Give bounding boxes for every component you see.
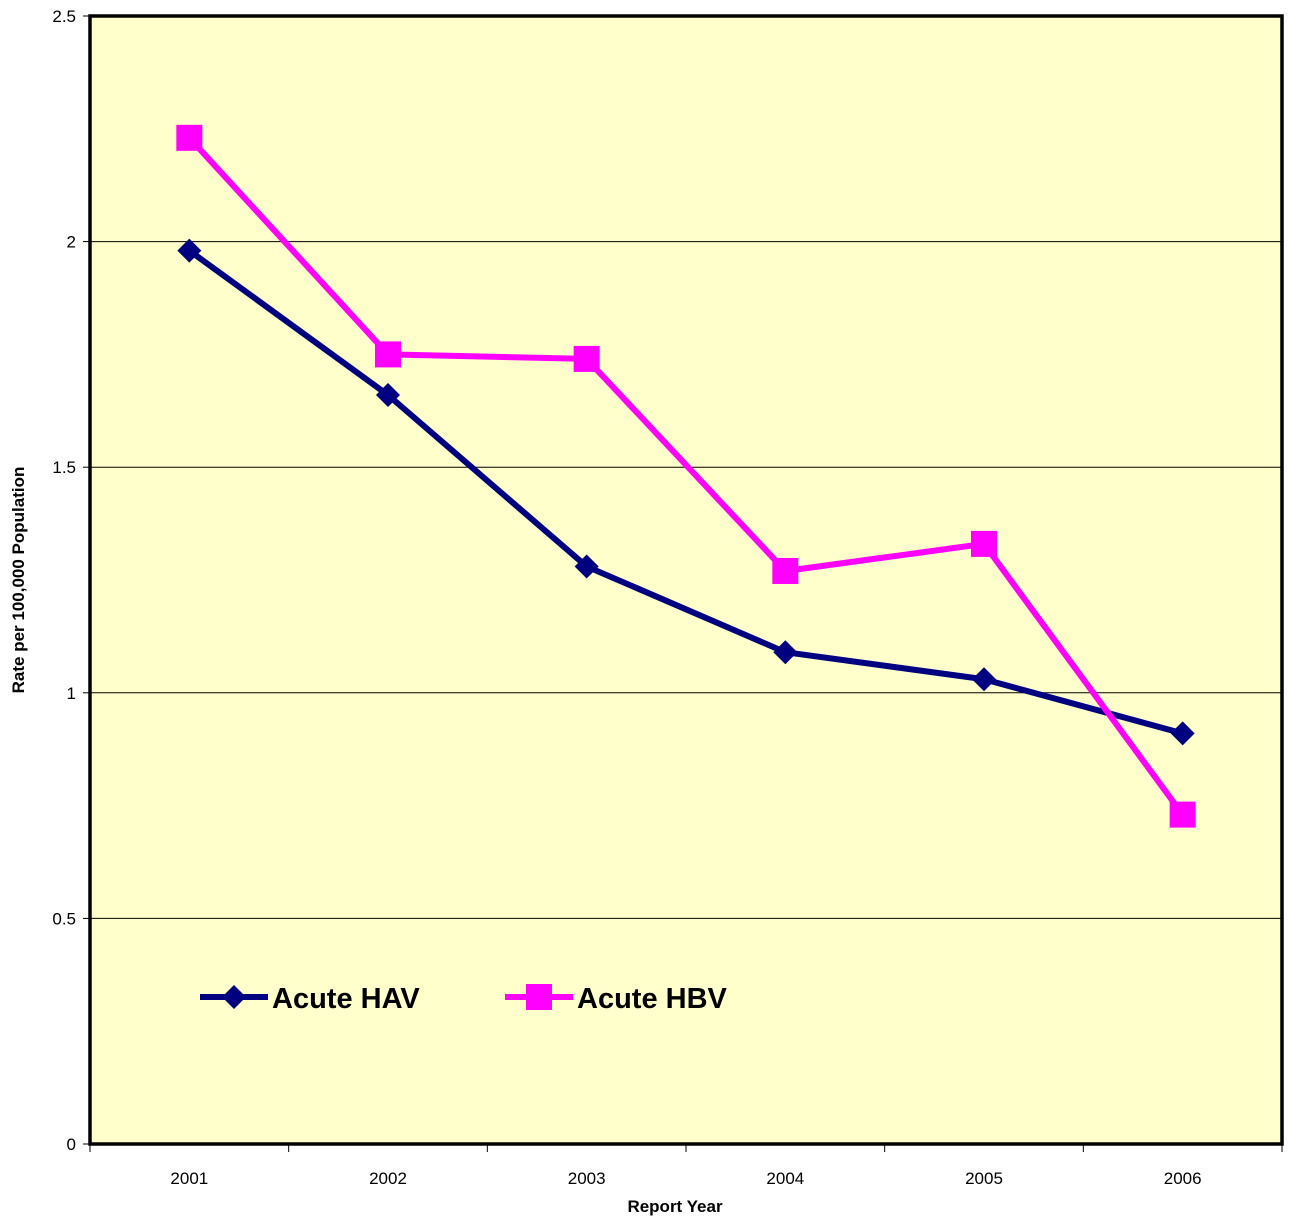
- legend-marker-acute-hav: [222, 985, 246, 1009]
- data-point-acute-hbv: [375, 341, 401, 368]
- series-line-acute-hav: [187, 248, 1184, 737]
- data-point-acute-hav: [1170, 721, 1195, 746]
- y-axis: 0 0.5 1 1.5 2 2.5: [52, 7, 90, 1154]
- legend-marker-acute-hbv: [526, 984, 552, 1010]
- data-point-acute-hbv: [772, 557, 799, 584]
- y-tick-label: 2.5: [52, 7, 76, 26]
- y-tick-label: 2: [67, 233, 76, 252]
- legend: Acute HAV Acute HBV: [200, 983, 728, 1015]
- y-tick-label: 1.5: [52, 458, 76, 477]
- data-point-acute-hbv: [573, 345, 600, 372]
- x-tick-label: 2002: [369, 1169, 407, 1188]
- y-tick-label: 1: [67, 684, 76, 703]
- x-tick-label: 2006: [1164, 1169, 1202, 1188]
- legend-label-acute-hav: Acute HAV: [272, 983, 420, 1015]
- plot-border: [88, 14, 1284, 1146]
- data-point-acute-hav: [376, 383, 400, 408]
- series-line-acute-hbv: [187, 135, 1186, 817]
- data-point-acute-hav: [177, 238, 202, 263]
- x-tick-label: 2005: [965, 1169, 1003, 1188]
- plot-area: [90, 16, 1282, 1144]
- data-point-acute-hav: [773, 640, 798, 665]
- y-axis-title: Rate per 100,000 Population: [9, 467, 28, 694]
- y-tick-label: 0.5: [52, 909, 76, 928]
- x-axis: 2001 2002 2003 2004 2005 2006: [89, 1144, 1283, 1188]
- data-point-acute-hbv: [176, 124, 203, 151]
- data-point-acute-hav: [574, 554, 599, 579]
- x-tick-label: 2003: [568, 1169, 606, 1188]
- x-axis-title: Report Year: [627, 1197, 723, 1216]
- y-tick-label: 0: [67, 1135, 76, 1154]
- series-layer: [176, 124, 1196, 828]
- x-tick-label: 2004: [766, 1169, 804, 1188]
- data-point-acute-hbv: [971, 530, 997, 557]
- data-point-acute-hav: [972, 667, 996, 692]
- legend-label-acute-hbv: Acute HBV: [577, 983, 728, 1015]
- x-tick-label: 2001: [170, 1169, 208, 1188]
- data-point-acute-hbv: [1169, 801, 1196, 828]
